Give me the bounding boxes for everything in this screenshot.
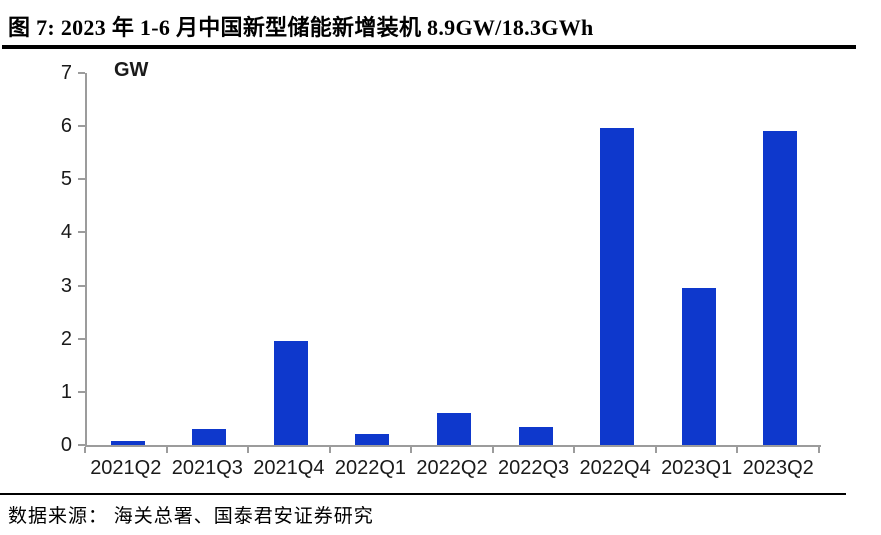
x-axis-label-2021Q4: 2021Q4 (253, 457, 325, 479)
footer-divider (0, 493, 846, 495)
y-axis-tick (78, 337, 85, 340)
title-divider (2, 45, 856, 49)
y-axis-tick-label: 0 (60, 434, 72, 456)
x-axis-label-2021Q3: 2021Q3 (171, 457, 243, 479)
bar-2023Q1 (681, 288, 716, 445)
x-axis-label-2021Q2: 2021Q2 (90, 457, 162, 479)
y-axis-tick (78, 72, 85, 74)
bar-2022Q3 (518, 427, 553, 445)
y-axis-tick (78, 178, 85, 181)
y-axis-tick-label: 3 (60, 274, 72, 297)
x-axis-tick (410, 447, 413, 453)
x-axis-tick (573, 447, 576, 453)
y-axis-tick (78, 284, 85, 287)
x-axis-tick (736, 447, 739, 453)
bar-2022Q4 (600, 127, 635, 445)
x-axis-tick (818, 447, 820, 453)
bar-chart-plot-area (85, 73, 821, 447)
x-axis-tick (84, 447, 86, 453)
bar-2022Q2 (437, 413, 471, 445)
bar-2021Q4 (273, 341, 308, 445)
x-axis-label-2022Q1: 2022Q1 (334, 457, 407, 479)
x-axis-label-2023Q2: 2023Q2 (742, 457, 814, 479)
y-axis-tick-label: 4 (60, 221, 72, 244)
y-axis-tick-label: 6 (60, 115, 72, 138)
x-axis-tick (165, 447, 168, 453)
x-axis-label-2022Q3: 2022Q3 (497, 457, 570, 479)
x-axis-tick (247, 447, 250, 453)
y-axis-tick (78, 231, 85, 234)
x-axis-label-2022Q4: 2022Q4 (579, 457, 651, 479)
bar-2021Q3 (192, 429, 227, 445)
y-axis-tick (78, 444, 85, 446)
data-source-note: 数据来源： 海关总署、国泰君安证券研究 (8, 506, 374, 527)
y-axis-unit-label: GW (114, 59, 149, 81)
bar-2023Q2 (763, 131, 798, 445)
x-axis-tick (491, 447, 494, 453)
x-axis-tick (328, 447, 331, 453)
y-axis-tick-label: 5 (60, 168, 72, 191)
x-axis-tick (654, 447, 657, 453)
y-axis-tick-label: 2 (60, 327, 72, 350)
bar-2022Q1 (355, 434, 390, 445)
y-axis-tick (78, 390, 85, 393)
y-axis-tick-label: 7 (60, 62, 72, 84)
y-axis-tick (78, 125, 85, 128)
x-axis-label-2022Q2: 2022Q2 (416, 457, 488, 479)
figure-title: 图 7: 2023 年 1-6 月中国新型储能新增装机 8.9GW/18.3GW… (8, 15, 594, 40)
x-axis-label-2023Q1: 2023Q1 (661, 457, 733, 479)
y-axis-tick-label: 1 (60, 380, 72, 403)
bar-2021Q2 (110, 440, 145, 445)
